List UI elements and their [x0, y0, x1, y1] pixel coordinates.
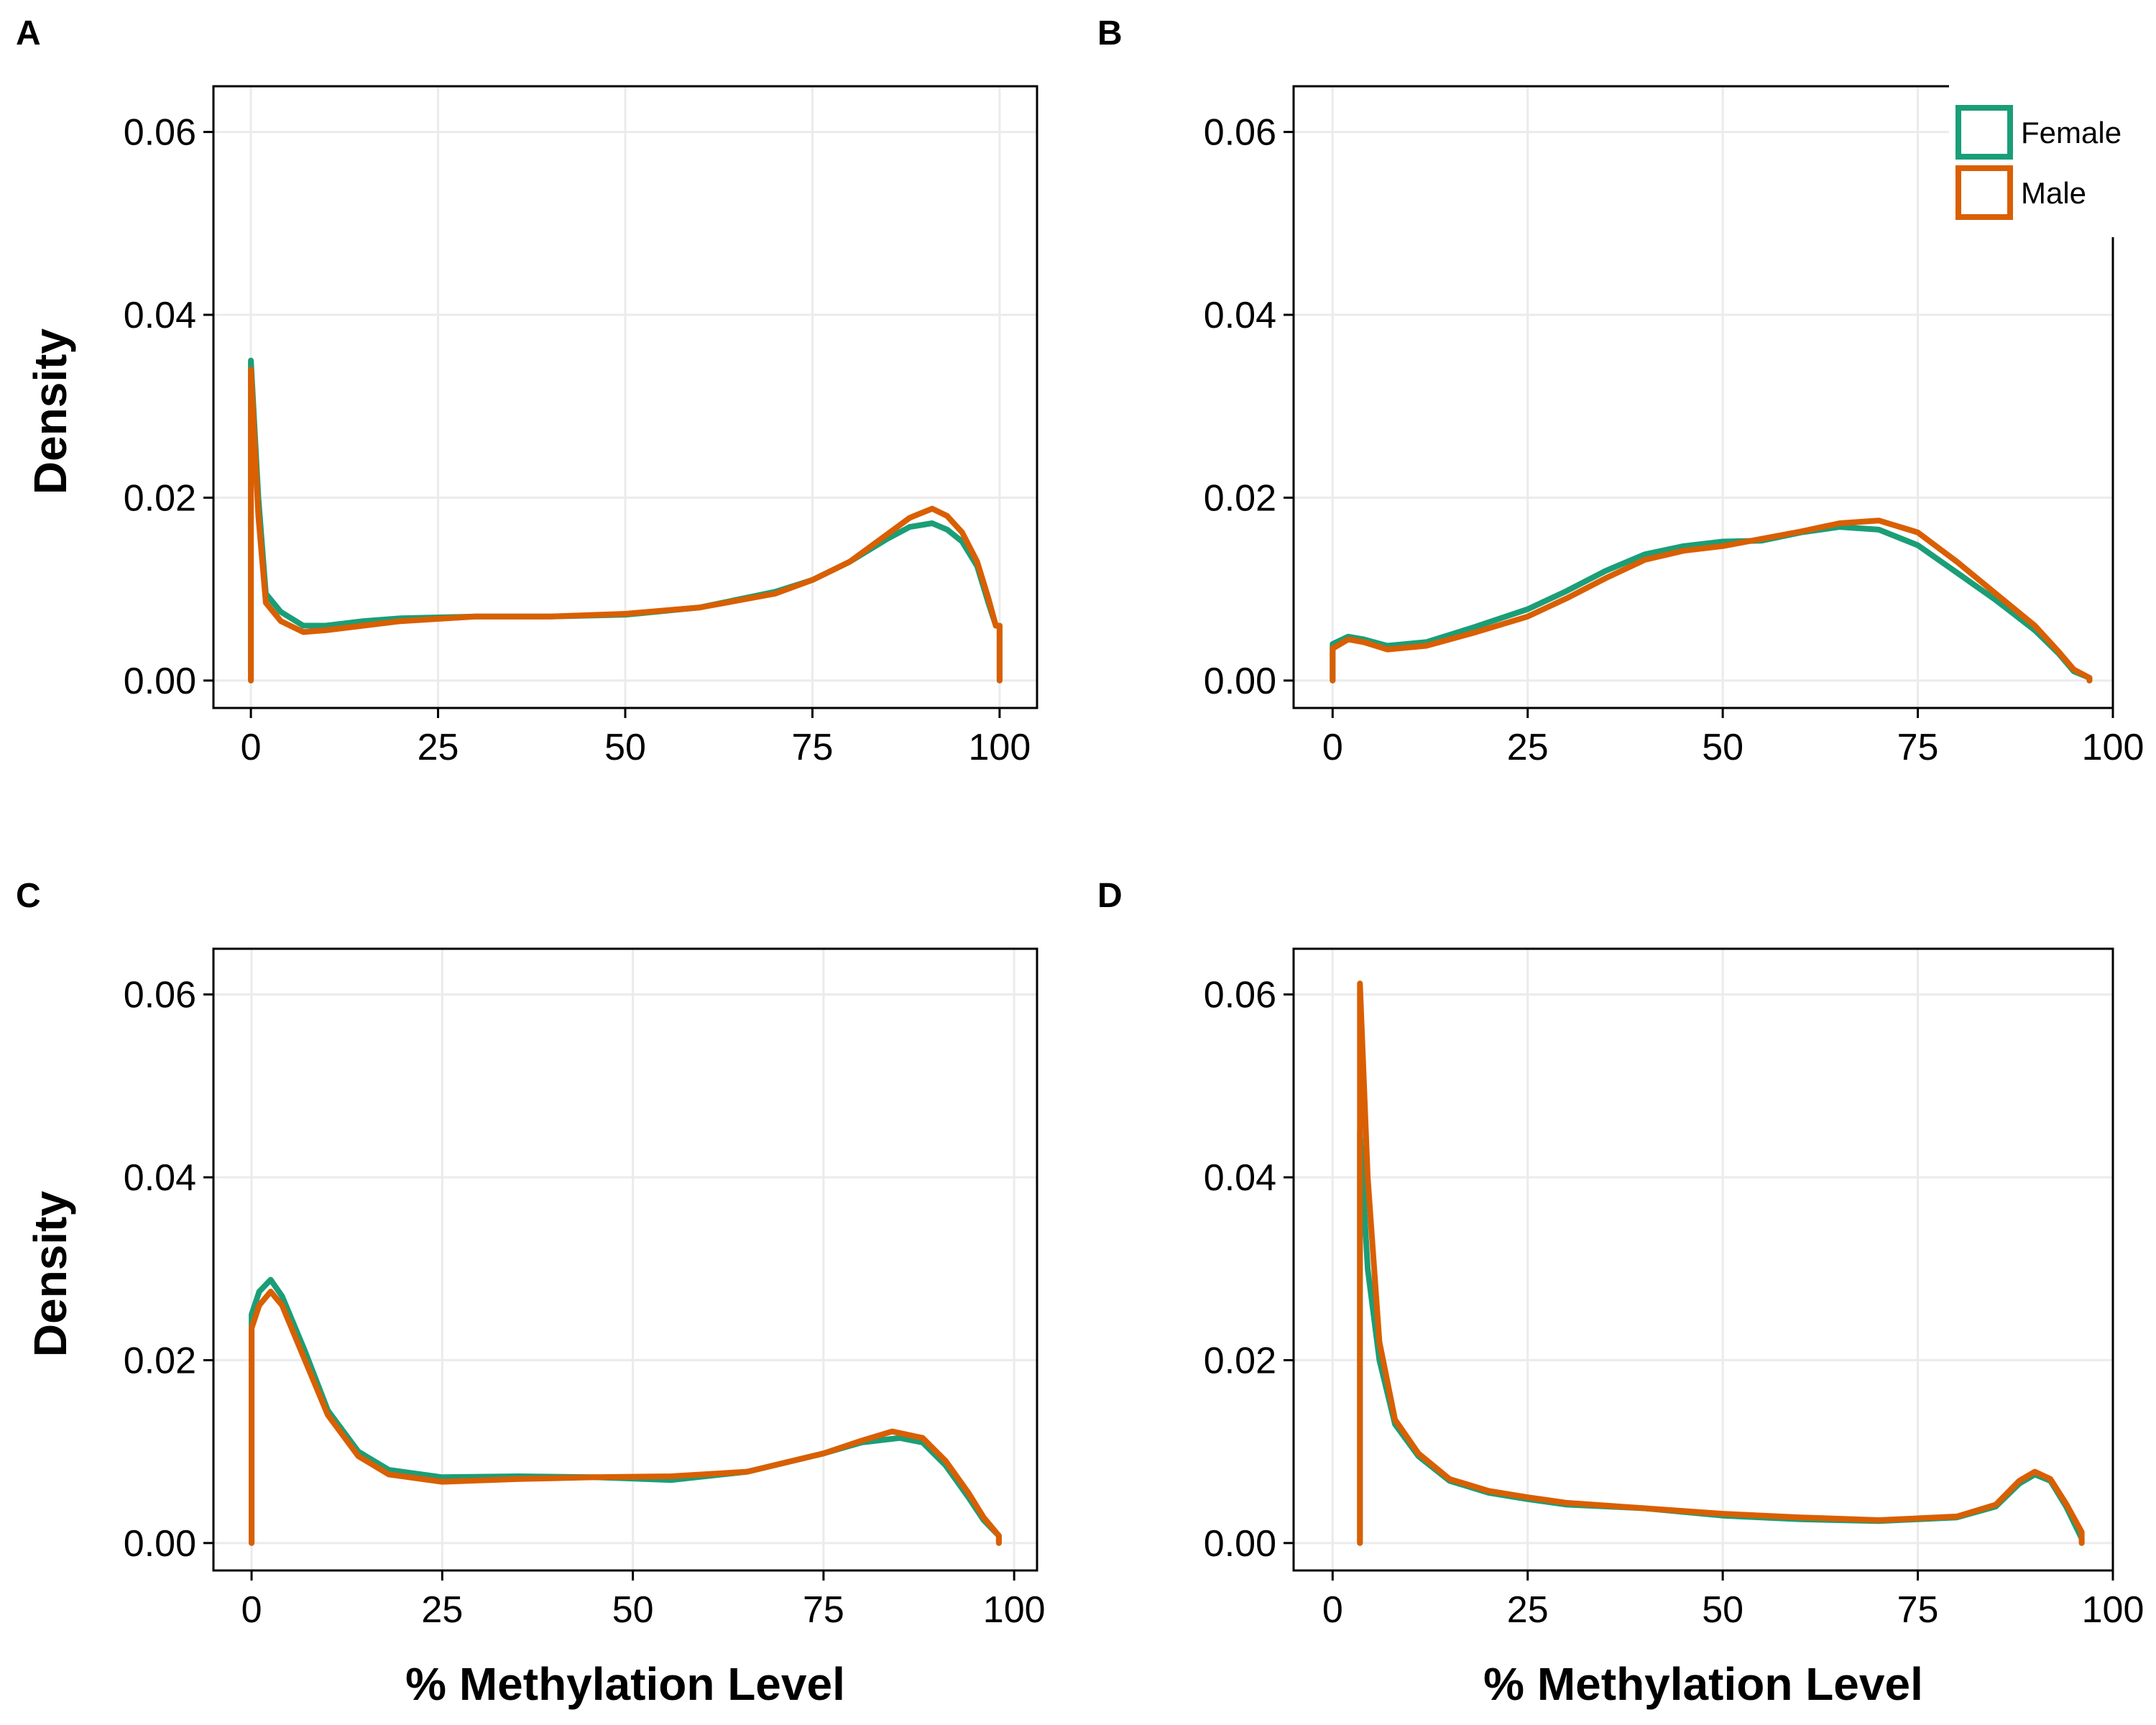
x-tick-label: 50: [1702, 727, 1743, 768]
density-curve-female: [1357, 1128, 2085, 1546]
x-tick-label: 100: [2082, 727, 2145, 768]
y-tick-label: 0.04: [124, 295, 196, 336]
panel-letter: D: [1097, 877, 1123, 915]
y-tick-label: 0.04: [1204, 295, 1276, 336]
legend: Female Male: [1949, 80, 2122, 237]
y-tick-label: 0.00: [124, 661, 196, 702]
panel-letter: C: [16, 877, 41, 915]
x-tick-label: 25: [421, 1589, 463, 1631]
y-tick-label: 0.06: [1204, 112, 1276, 154]
density-curve-male: [1357, 980, 2085, 1546]
y-tick-label: 0.02: [124, 477, 196, 519]
x-tick-label: 100: [983, 1589, 1046, 1631]
x-tick-label: 25: [1507, 1589, 1549, 1631]
y-tick-label: 0.04: [124, 1157, 196, 1199]
plot-frame: [1292, 85, 2114, 709]
y-tick-label: 0.04: [1204, 1157, 1276, 1199]
y-tick-label: 0.02: [124, 1340, 196, 1381]
plot-frame: [1292, 947, 2114, 1572]
panel-b: B 0 25 50 75 100 0.00 0.02 0.04 0.06 Female Male: [1097, 14, 2144, 768]
x-axis-title: % Methylation Level: [1483, 1658, 1923, 1710]
panel-letter: A: [16, 14, 41, 52]
y-tick-label: 0.00: [1204, 661, 1276, 702]
x-tick-label: 75: [1897, 1589, 1939, 1631]
x-tick-label: 0: [241, 727, 262, 768]
y-tick-label: 0.06: [1204, 975, 1276, 1016]
x-tick-label: 75: [803, 1589, 844, 1631]
density-curve-male: [248, 367, 1003, 684]
x-tick-label: 50: [1702, 1589, 1743, 1631]
x-tick-label: 75: [792, 727, 834, 768]
x-tick-label: 25: [1507, 727, 1549, 768]
x-tick-label: 100: [2082, 1589, 2145, 1631]
y-tick-label: 0.00: [124, 1523, 196, 1565]
legend-label-female: Female: [2021, 116, 2122, 150]
legend-key-male: [1955, 165, 2013, 220]
x-tick-label: 75: [1897, 727, 1939, 768]
x-tick-label: 0: [1322, 1589, 1343, 1631]
x-tick-label: 25: [418, 727, 459, 768]
density-curve-female: [249, 1276, 1002, 1546]
y-tick-label: 0.02: [1204, 1340, 1276, 1381]
x-tick-label: 100: [969, 727, 1031, 768]
panel-letter: B: [1097, 14, 1123, 52]
y-axis-title: Density: [24, 1191, 76, 1358]
x-axis-title: % Methylation Level: [405, 1658, 845, 1710]
plot-frame: [212, 947, 1038, 1572]
y-tick-label: 0.02: [1204, 477, 1276, 519]
density-curve-male: [249, 1289, 1002, 1546]
legend-label-male: Male: [2021, 176, 2086, 210]
x-tick-label: 50: [612, 1589, 654, 1631]
y-tick-label: 0.06: [124, 112, 196, 154]
legend-key-female: [1955, 105, 2013, 160]
panel-d: D 0 25 50 75 100 0.00 0.02 0.04 0.06 % Methylation…: [1097, 877, 2144, 1710]
density-curve-female: [1330, 524, 2093, 684]
y-axis-title: Density: [24, 328, 76, 495]
x-tick-label: 0: [241, 1589, 262, 1631]
y-tick-label: 0.06: [124, 975, 196, 1016]
x-tick-label: 0: [1322, 727, 1343, 768]
panel-c: C 0 25 50 75 100 0.00 0.02 0.04 0.06 Density % Meth…: [16, 877, 1046, 1710]
density-curve-male: [1330, 518, 2093, 684]
y-tick-label: 0.00: [1204, 1523, 1276, 1565]
panel-a: A 0 25 50 75 100 0.00 0.02 0.04 0.06 Density: [16, 14, 1038, 768]
x-tick-label: 50: [604, 727, 646, 768]
